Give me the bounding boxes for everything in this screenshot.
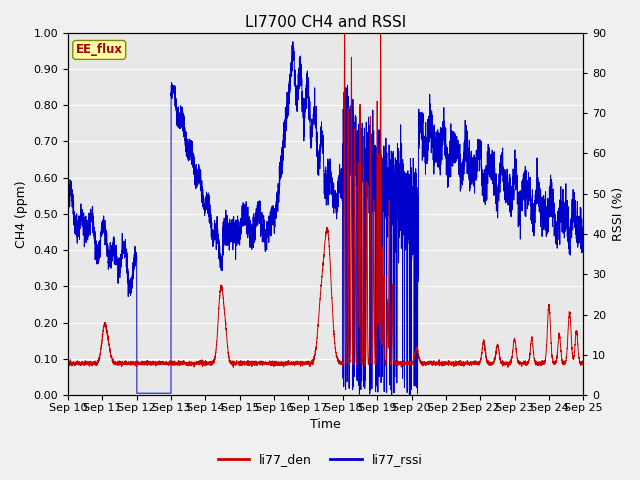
Title: LI7700 CH4 and RSSI: LI7700 CH4 and RSSI — [245, 15, 406, 30]
X-axis label: Time: Time — [310, 419, 341, 432]
Legend: li77_den, li77_rssi: li77_den, li77_rssi — [212, 448, 428, 471]
Text: EE_flux: EE_flux — [76, 43, 123, 57]
Y-axis label: CH4 (ppm): CH4 (ppm) — [15, 180, 28, 248]
Y-axis label: RSSI (%): RSSI (%) — [612, 187, 625, 241]
